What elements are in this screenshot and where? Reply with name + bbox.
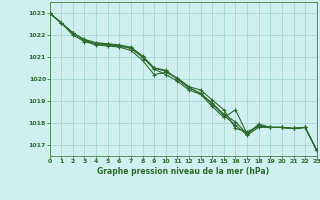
X-axis label: Graphe pression niveau de la mer (hPa): Graphe pression niveau de la mer (hPa) (97, 167, 269, 176)
